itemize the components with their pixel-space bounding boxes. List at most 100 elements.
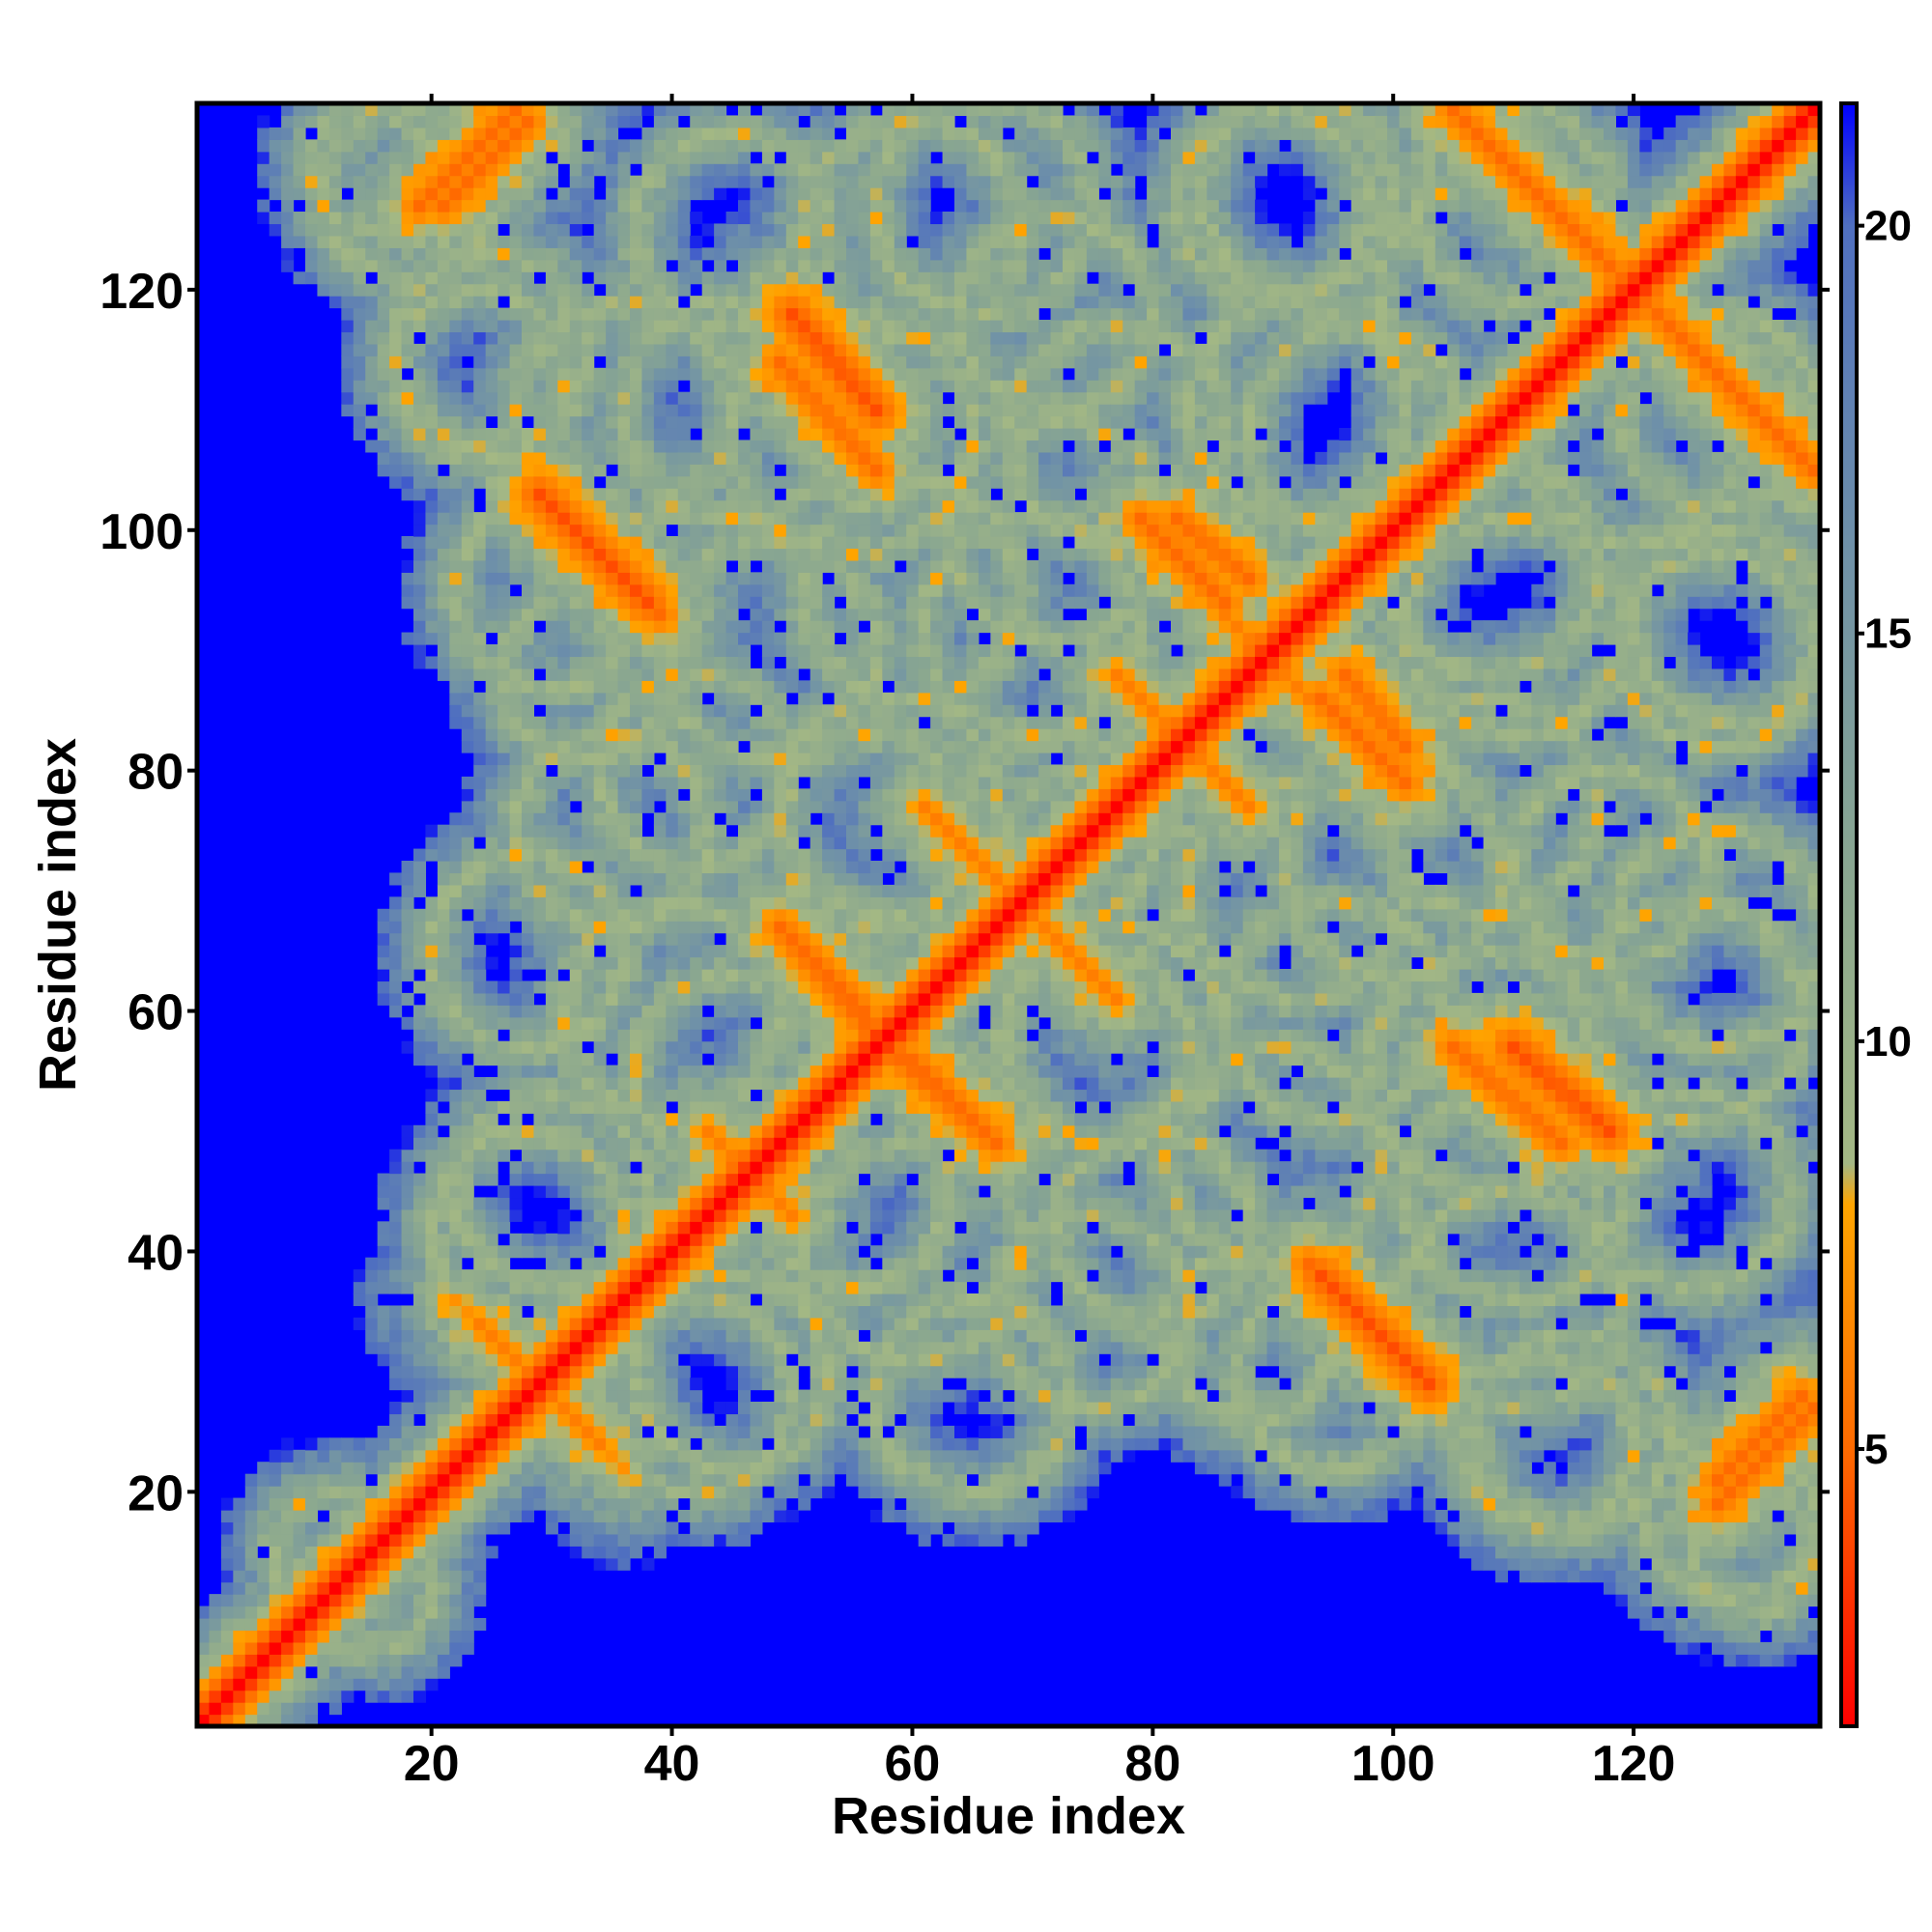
heatmap-cell (750, 115, 763, 128)
heatmap-cell (701, 1462, 715, 1475)
heatmap-cell (846, 945, 860, 958)
heatmap-cell (834, 1269, 847, 1283)
heatmap-cell (653, 475, 667, 489)
heatmap-cell (593, 1233, 607, 1246)
heatmap-cell (461, 1546, 474, 1559)
heatmap-cell (725, 945, 739, 958)
heatmap-cell (785, 896, 799, 910)
heatmap-cell (557, 1077, 571, 1091)
heatmap-cell (545, 1016, 558, 1030)
heatmap-cell (328, 1462, 342, 1475)
heatmap-cell (750, 1065, 763, 1078)
heatmap-cell (858, 1269, 871, 1283)
heatmap-cell (606, 692, 619, 705)
heatmap-cell (798, 1208, 811, 1222)
heatmap-cell (244, 1486, 258, 1499)
heatmap-cell (690, 1185, 703, 1199)
heatmap-cell (846, 1016, 860, 1030)
heatmap-cell (413, 320, 427, 333)
heatmap-cell (761, 512, 775, 526)
heatmap-cell (630, 355, 643, 369)
heatmap-cell (750, 1425, 763, 1438)
heatmap-cell (413, 1233, 427, 1246)
heatmap-cell (606, 1533, 619, 1547)
heatmap-cell (509, 824, 523, 838)
heatmap-cell (725, 716, 739, 729)
heatmap-cell (606, 151, 619, 164)
heatmap-cell (798, 163, 811, 177)
heatmap-cell (846, 259, 860, 272)
heatmap-cell (666, 512, 679, 526)
heatmap-cell (533, 1389, 547, 1403)
heatmap-cell (774, 127, 787, 140)
heatmap-cell (630, 632, 643, 645)
heatmap-cell (798, 271, 811, 285)
heatmap-cell (834, 716, 847, 729)
heatmap-cell (377, 175, 390, 188)
heatmap-cell (714, 235, 727, 248)
heatmap-cell (750, 969, 763, 982)
heatmap-cell (461, 499, 474, 513)
heatmap-cell (413, 1594, 427, 1607)
heatmap-cell (666, 1005, 679, 1018)
heatmap-cell (545, 583, 558, 597)
heatmap-cell (822, 235, 836, 248)
heatmap-cell (798, 1053, 811, 1066)
heatmap-cell (666, 692, 679, 705)
heatmap-cell (641, 908, 655, 922)
heatmap-cell (305, 1449, 319, 1463)
heatmap-cell (810, 824, 823, 838)
heatmap-cell (377, 259, 390, 272)
heatmap-cell (413, 475, 427, 489)
heatmap-cell (677, 1005, 691, 1018)
heatmap-cell (593, 559, 607, 573)
heatmap-cell (437, 1341, 450, 1354)
heatmap-cell (810, 440, 823, 453)
heatmap-cell (798, 331, 811, 345)
heatmap-cell (569, 1016, 582, 1030)
heatmap-cell (630, 680, 643, 694)
heatmap-cell (701, 656, 715, 669)
heatmap-cell (522, 764, 535, 778)
heatmap-cell (281, 163, 295, 177)
heatmap-cell (761, 884, 775, 897)
heatmap-cell (714, 1402, 727, 1415)
heatmap-cell (449, 1462, 463, 1475)
heatmap-cell (846, 223, 860, 237)
heatmap-cell (701, 1533, 715, 1547)
heatmap-cell (834, 283, 847, 297)
heatmap-cell (701, 127, 715, 140)
heatmap-cell (473, 848, 487, 862)
heatmap-cell (641, 175, 655, 188)
heatmap-cell (582, 1208, 595, 1222)
heatmap-cell (690, 139, 703, 153)
heatmap-cell (690, 175, 703, 188)
heatmap-cell (449, 908, 463, 922)
heatmap-cell (509, 151, 523, 164)
heatmap-cell (449, 824, 463, 838)
heatmap-cell (341, 1654, 355, 1667)
heatmap-cell (761, 753, 775, 766)
heatmap-cell (533, 1317, 547, 1330)
heatmap-cell (485, 1437, 498, 1451)
heatmap-cell (677, 812, 691, 826)
heatmap-cell (785, 776, 799, 789)
heatmap-cell (425, 320, 439, 333)
heatmap-cell (725, 320, 739, 333)
heatmap-cell (365, 1305, 379, 1319)
heatmap-cell (449, 1221, 463, 1235)
heatmap-cell (401, 296, 414, 309)
heatmap-cell (653, 632, 667, 645)
heatmap-cell (413, 872, 427, 886)
heatmap-cell (569, 512, 582, 526)
heatmap-cell (714, 728, 727, 742)
heatmap-cell (328, 163, 342, 177)
heatmap-cell (522, 1137, 535, 1151)
heatmap-cell (606, 1413, 619, 1427)
heatmap-cell (617, 596, 631, 610)
heatmap-cell (617, 247, 631, 261)
heatmap-cell (425, 1029, 439, 1042)
heatmap-cell (738, 1208, 752, 1222)
heatmap-cell (220, 1557, 234, 1571)
heatmap-cell (413, 151, 427, 164)
